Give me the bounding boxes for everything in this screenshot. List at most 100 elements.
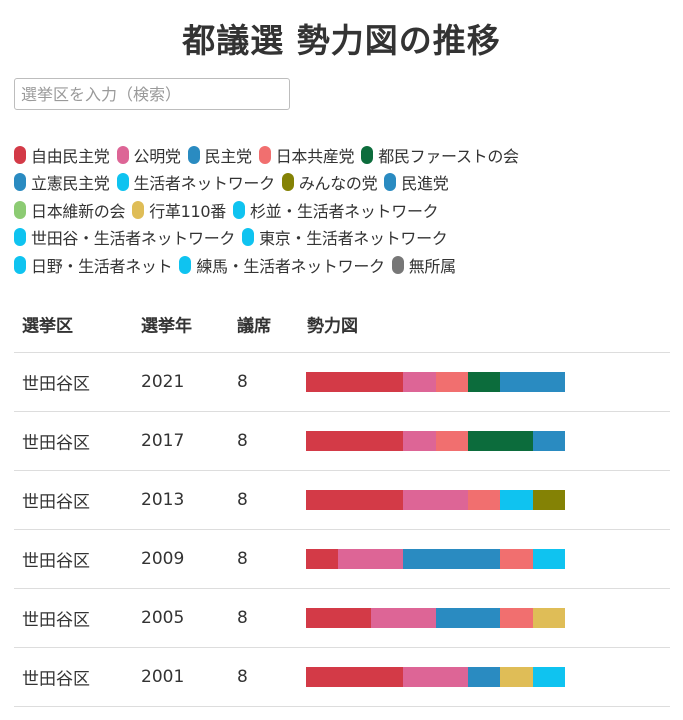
power-bar-segment bbox=[403, 667, 468, 687]
power-bar-segment bbox=[467, 431, 533, 451]
power-bar-segment bbox=[306, 667, 404, 687]
year-cell: 2021 bbox=[141, 372, 185, 392]
table-row: 世田谷区 2013 8 bbox=[14, 471, 670, 530]
power-bar-segment bbox=[500, 667, 533, 687]
table-row: 世田谷区 2001 8 bbox=[14, 648, 670, 707]
legend-swatch bbox=[187, 145, 200, 164]
power-bar-segment bbox=[467, 490, 501, 510]
legend-item: 民主党 bbox=[187, 143, 252, 167]
district-cell: 世田谷区 bbox=[22, 433, 90, 454]
year-cell: 2013 bbox=[141, 490, 185, 510]
legend-item: 練馬・生活者ネットワーク bbox=[179, 253, 385, 277]
legend-swatch bbox=[132, 200, 145, 219]
power-bar-segment bbox=[467, 372, 501, 392]
legend-label: 練馬・生活者ネットワーク bbox=[196, 256, 385, 276]
power-bar-segment bbox=[435, 608, 501, 628]
legend-label: 自由民主党 bbox=[31, 146, 110, 166]
legend-swatch bbox=[14, 173, 26, 192]
legend-item: 行革110番 bbox=[132, 198, 226, 222]
power-bar bbox=[306, 431, 565, 451]
legend-item: 自由民主党 bbox=[14, 143, 110, 167]
legend-row: 自由民主党 公明党 民主党 日本共産党 都民ファーストの会 bbox=[14, 141, 674, 169]
legend-item: 世田谷・生活者ネットワーク bbox=[14, 225, 235, 249]
power-bar-segment bbox=[500, 549, 533, 569]
legend-label: 都民ファーストの会 bbox=[378, 146, 519, 166]
legend-item: 東京・生活者ネットワーク bbox=[242, 225, 448, 249]
power-bar-segment bbox=[338, 549, 404, 569]
power-bar-segment bbox=[467, 667, 501, 687]
power-bar-segment bbox=[403, 431, 436, 451]
power-bar-segment bbox=[435, 431, 468, 451]
legend-label: 立憲民主党 bbox=[31, 174, 110, 194]
power-bar-segment bbox=[403, 372, 436, 392]
table-row: 世田谷区 2005 8 bbox=[14, 589, 670, 648]
legend-swatch bbox=[14, 255, 26, 274]
header-power-chart: 勢力図 bbox=[307, 316, 358, 336]
legend-label: 日本維新の会 bbox=[31, 201, 126, 221]
district-cell: 世田谷区 bbox=[22, 374, 90, 395]
results-table: 選挙区 選挙年 議席 勢力図 世田谷区 2021 8 世田谷区 2017 8 世田谷区 201… bbox=[14, 295, 670, 707]
district-cell: 世田谷区 bbox=[22, 610, 90, 631]
legend-item: 日本維新の会 bbox=[14, 198, 126, 222]
district-cell: 世田谷区 bbox=[22, 551, 90, 572]
table-row: 世田谷区 2017 8 bbox=[14, 412, 670, 471]
header-seats: 議席 bbox=[237, 316, 271, 336]
power-bar bbox=[306, 667, 565, 687]
legend-swatch bbox=[179, 255, 192, 274]
power-bar bbox=[306, 608, 565, 628]
power-bar-segment bbox=[306, 549, 339, 569]
power-bar-segment bbox=[500, 372, 565, 392]
header-year: 選挙年 bbox=[141, 316, 192, 336]
legend-label: 無所属 bbox=[408, 256, 456, 276]
seats-cell: 8 bbox=[237, 608, 248, 628]
year-cell: 2009 bbox=[141, 549, 185, 569]
legend-label: 杉並・生活者ネットワーク bbox=[249, 201, 439, 221]
legend-swatch bbox=[391, 255, 404, 274]
seats-cell: 8 bbox=[237, 372, 248, 392]
district-search-input[interactable] bbox=[14, 78, 290, 110]
header-district: 選挙区 bbox=[22, 316, 73, 336]
legend-swatch bbox=[14, 200, 26, 219]
legend-swatch bbox=[116, 173, 129, 192]
seats-cell: 8 bbox=[237, 667, 248, 687]
table-row: 世田谷区 2009 8 bbox=[14, 530, 670, 589]
power-bar-segment bbox=[500, 608, 533, 628]
power-bar-segment bbox=[435, 372, 468, 392]
legend-item: 公明党 bbox=[116, 143, 181, 167]
legend-swatch bbox=[384, 173, 397, 192]
legend-item: 民進党 bbox=[384, 170, 449, 194]
legend-item: 都民ファーストの会 bbox=[361, 143, 519, 167]
legend-swatch bbox=[232, 200, 245, 219]
power-bar bbox=[306, 549, 565, 569]
power-bar-segment bbox=[306, 372, 404, 392]
power-bar-segment bbox=[306, 608, 371, 628]
seats-cell: 8 bbox=[237, 490, 248, 510]
power-bar-segment bbox=[306, 431, 404, 451]
legend-item: 杉並・生活者ネットワーク bbox=[232, 198, 439, 222]
table-body: 世田谷区 2021 8 世田谷区 2017 8 世田谷区 2013 8 世田谷区 2009 8 世田谷区… bbox=[14, 353, 670, 707]
legend-label: 世田谷・生活者ネットワーク bbox=[31, 229, 236, 249]
legend-label: 日本共産党 bbox=[275, 146, 355, 166]
power-bar-segment bbox=[306, 490, 404, 510]
legend-item: 立憲民主党 bbox=[14, 170, 110, 194]
legend-label: 民主党 bbox=[204, 146, 252, 166]
power-bar-segment bbox=[370, 608, 436, 628]
table-row: 世田谷区 2021 8 bbox=[14, 353, 670, 412]
legend-label: 民進党 bbox=[401, 174, 449, 194]
legend-item: 日野・生活者ネット bbox=[14, 253, 173, 277]
legend-label: 日野・生活者ネット bbox=[31, 256, 173, 276]
seats-cell: 8 bbox=[237, 549, 248, 569]
party-legend: 自由民主党 公明党 民主党 日本共産党 都民ファーストの会立憲民主党 生活者ネットワーク み… bbox=[14, 141, 674, 279]
district-cell: 世田谷区 bbox=[22, 669, 90, 690]
legend-row: 日野・生活者ネット 練馬・生活者ネットワーク 無所属 bbox=[14, 251, 674, 279]
power-bar-segment bbox=[403, 490, 468, 510]
power-bar-segment bbox=[532, 608, 565, 628]
power-bar-segment bbox=[532, 490, 565, 510]
legend-swatch bbox=[361, 145, 374, 164]
legend-item: みんなの党 bbox=[281, 170, 378, 194]
power-bar bbox=[306, 490, 565, 510]
legend-item: 生活者ネットワーク bbox=[116, 170, 275, 194]
district-cell: 世田谷区 bbox=[22, 492, 90, 513]
seats-cell: 8 bbox=[237, 431, 248, 451]
year-cell: 2005 bbox=[141, 608, 185, 628]
